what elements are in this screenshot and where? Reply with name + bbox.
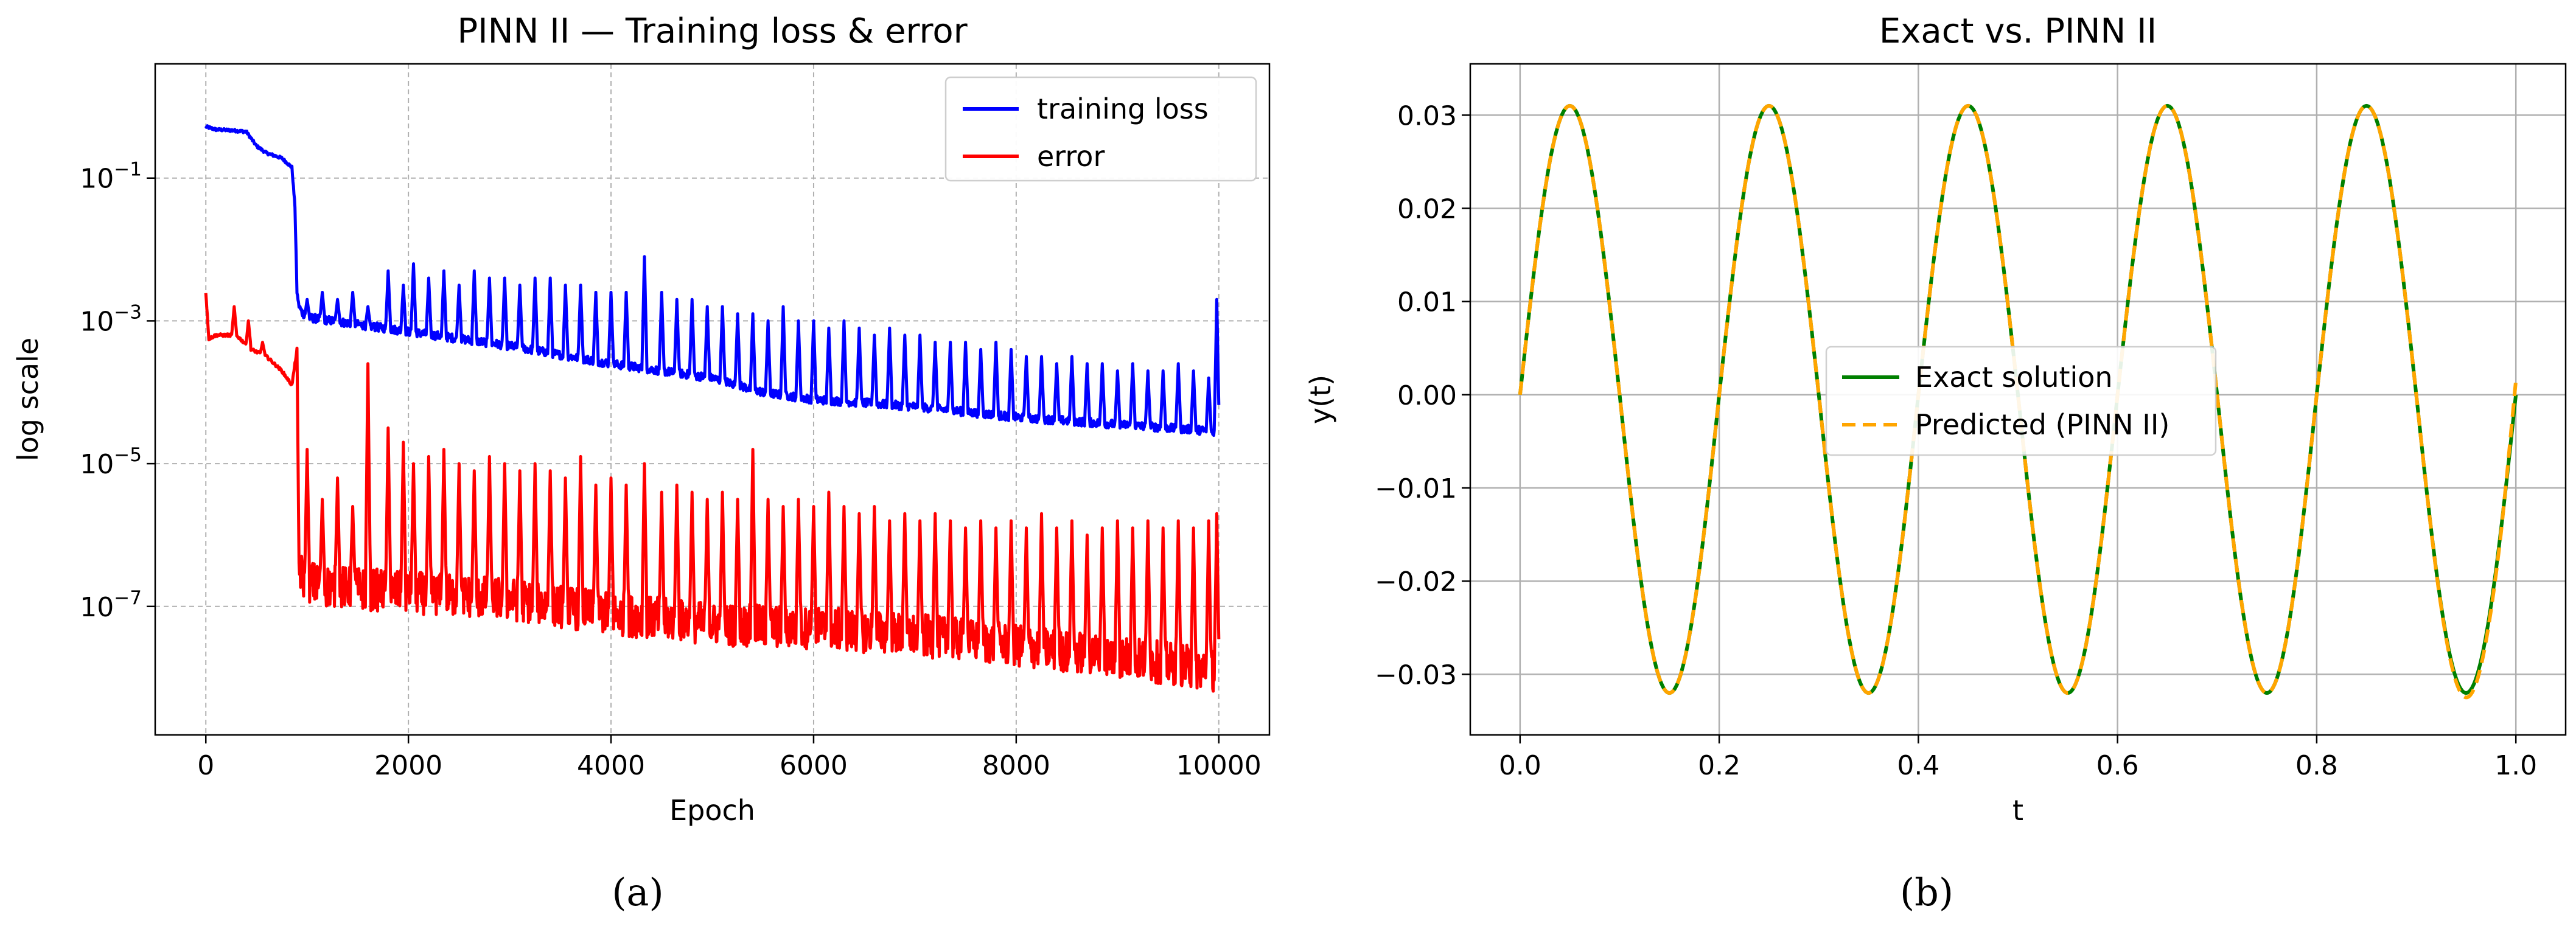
x-tick-label: 6000 <box>780 750 848 781</box>
chart-loss-error: 0 2000 4000 6000 8000 10000 10−1 10−3 10−5 10−7 PI… <box>12 12 1271 827</box>
y-axis-label: y(t) <box>1304 375 1337 424</box>
axes-frame <box>154 63 1271 736</box>
x-axis-label: t <box>2012 794 2023 827</box>
x-axis-label: Epoch <box>669 794 755 827</box>
legend-label: Predicted (PINN II) <box>1915 408 2169 441</box>
legend-label: error <box>1037 140 1105 173</box>
x-tick-label: 8000 <box>982 750 1050 781</box>
y-tick-label: 10−3 <box>80 301 142 337</box>
axes-frame <box>1469 63 2567 736</box>
x-tick-label: 0 <box>197 750 214 781</box>
x-tick-label: 0.4 <box>1897 750 1939 781</box>
x-tick-label: 0.0 <box>1499 750 1541 781</box>
x-tick-label: 0.6 <box>2096 750 2139 781</box>
y-axis-label: log scale <box>12 338 44 461</box>
x-tick-label: 0.2 <box>1698 750 1740 781</box>
legend-box <box>1825 346 2217 456</box>
panel-label-b: (b) <box>1899 870 1954 914</box>
y-tick-label: −0.03 <box>1375 659 1457 691</box>
x-tick-label: 10000 <box>1176 750 1262 781</box>
x-tick-label: 1.0 <box>2494 750 2537 781</box>
y-tick-label: 0.01 <box>1397 287 1457 318</box>
chart-title: Exact vs. PINN II <box>1879 12 2157 51</box>
series-predicted <box>1518 103 2518 700</box>
chart-exact-vs-pinn: 0.0 0.2 0.4 0.6 0.8 1.0 0.03 0.02 0.01 0.00 −0.01 −… <box>1304 12 2567 827</box>
y-tick-label: 10−1 <box>80 159 142 195</box>
series-training-loss <box>204 124 1221 437</box>
panel-label-a: (a) <box>612 870 664 914</box>
y-tick-label: −0.02 <box>1375 566 1457 597</box>
y-tick-label: 0.03 <box>1397 100 1457 131</box>
x-tick-label: 2000 <box>374 750 442 781</box>
series-error <box>204 293 1221 693</box>
legend-box <box>944 76 1257 182</box>
y-tick-label: 10−7 <box>80 587 142 623</box>
x-tick-label: 4000 <box>577 750 645 781</box>
x-tick-label: 0.8 <box>2295 750 2338 781</box>
legend-label: Exact solution <box>1915 361 2113 394</box>
y-tick-label: −0.01 <box>1375 473 1457 504</box>
y-tick-label: 0.00 <box>1397 380 1457 411</box>
legend-label: training loss <box>1037 92 1209 125</box>
y-tick-label: 0.02 <box>1397 193 1457 224</box>
y-tick-label: 10−5 <box>80 444 142 480</box>
chart-title: PINN II — Training loss & error <box>457 12 968 51</box>
